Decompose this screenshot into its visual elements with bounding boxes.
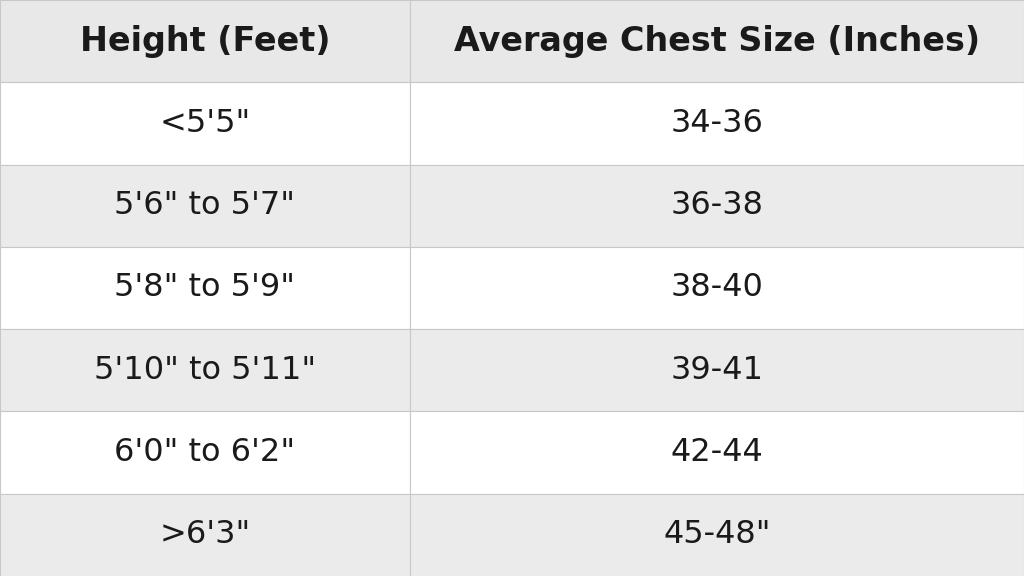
Bar <box>0 411 410 494</box>
Bar <box>410 165 1024 247</box>
Bar <box>410 411 1024 494</box>
Text: >6'3": >6'3" <box>159 520 251 550</box>
Bar <box>410 0 1024 82</box>
Bar <box>0 0 410 82</box>
Text: 34-36: 34-36 <box>671 108 763 139</box>
Bar <box>410 82 1024 165</box>
Text: 5'8" to 5'9": 5'8" to 5'9" <box>115 272 295 304</box>
Text: 39-41: 39-41 <box>671 355 763 386</box>
Text: Height (Feet): Height (Feet) <box>80 25 330 58</box>
Text: Average Chest Size (Inches): Average Chest Size (Inches) <box>454 25 980 58</box>
Bar <box>410 494 1024 576</box>
Text: 45-48": 45-48" <box>664 520 770 550</box>
Bar <box>0 82 410 165</box>
Text: 6'0" to 6'2": 6'0" to 6'2" <box>115 437 295 468</box>
Bar <box>0 247 410 329</box>
Bar <box>410 247 1024 329</box>
Bar <box>0 329 410 411</box>
Text: 5'6" to 5'7": 5'6" to 5'7" <box>115 190 295 221</box>
Text: <5'5": <5'5" <box>159 108 251 139</box>
Bar <box>410 329 1024 411</box>
Text: 36-38: 36-38 <box>671 190 763 221</box>
Bar <box>0 165 410 247</box>
Text: 42-44: 42-44 <box>671 437 763 468</box>
Text: 5'10" to 5'11": 5'10" to 5'11" <box>94 355 315 386</box>
Text: 38-40: 38-40 <box>671 272 763 304</box>
Bar <box>0 494 410 576</box>
